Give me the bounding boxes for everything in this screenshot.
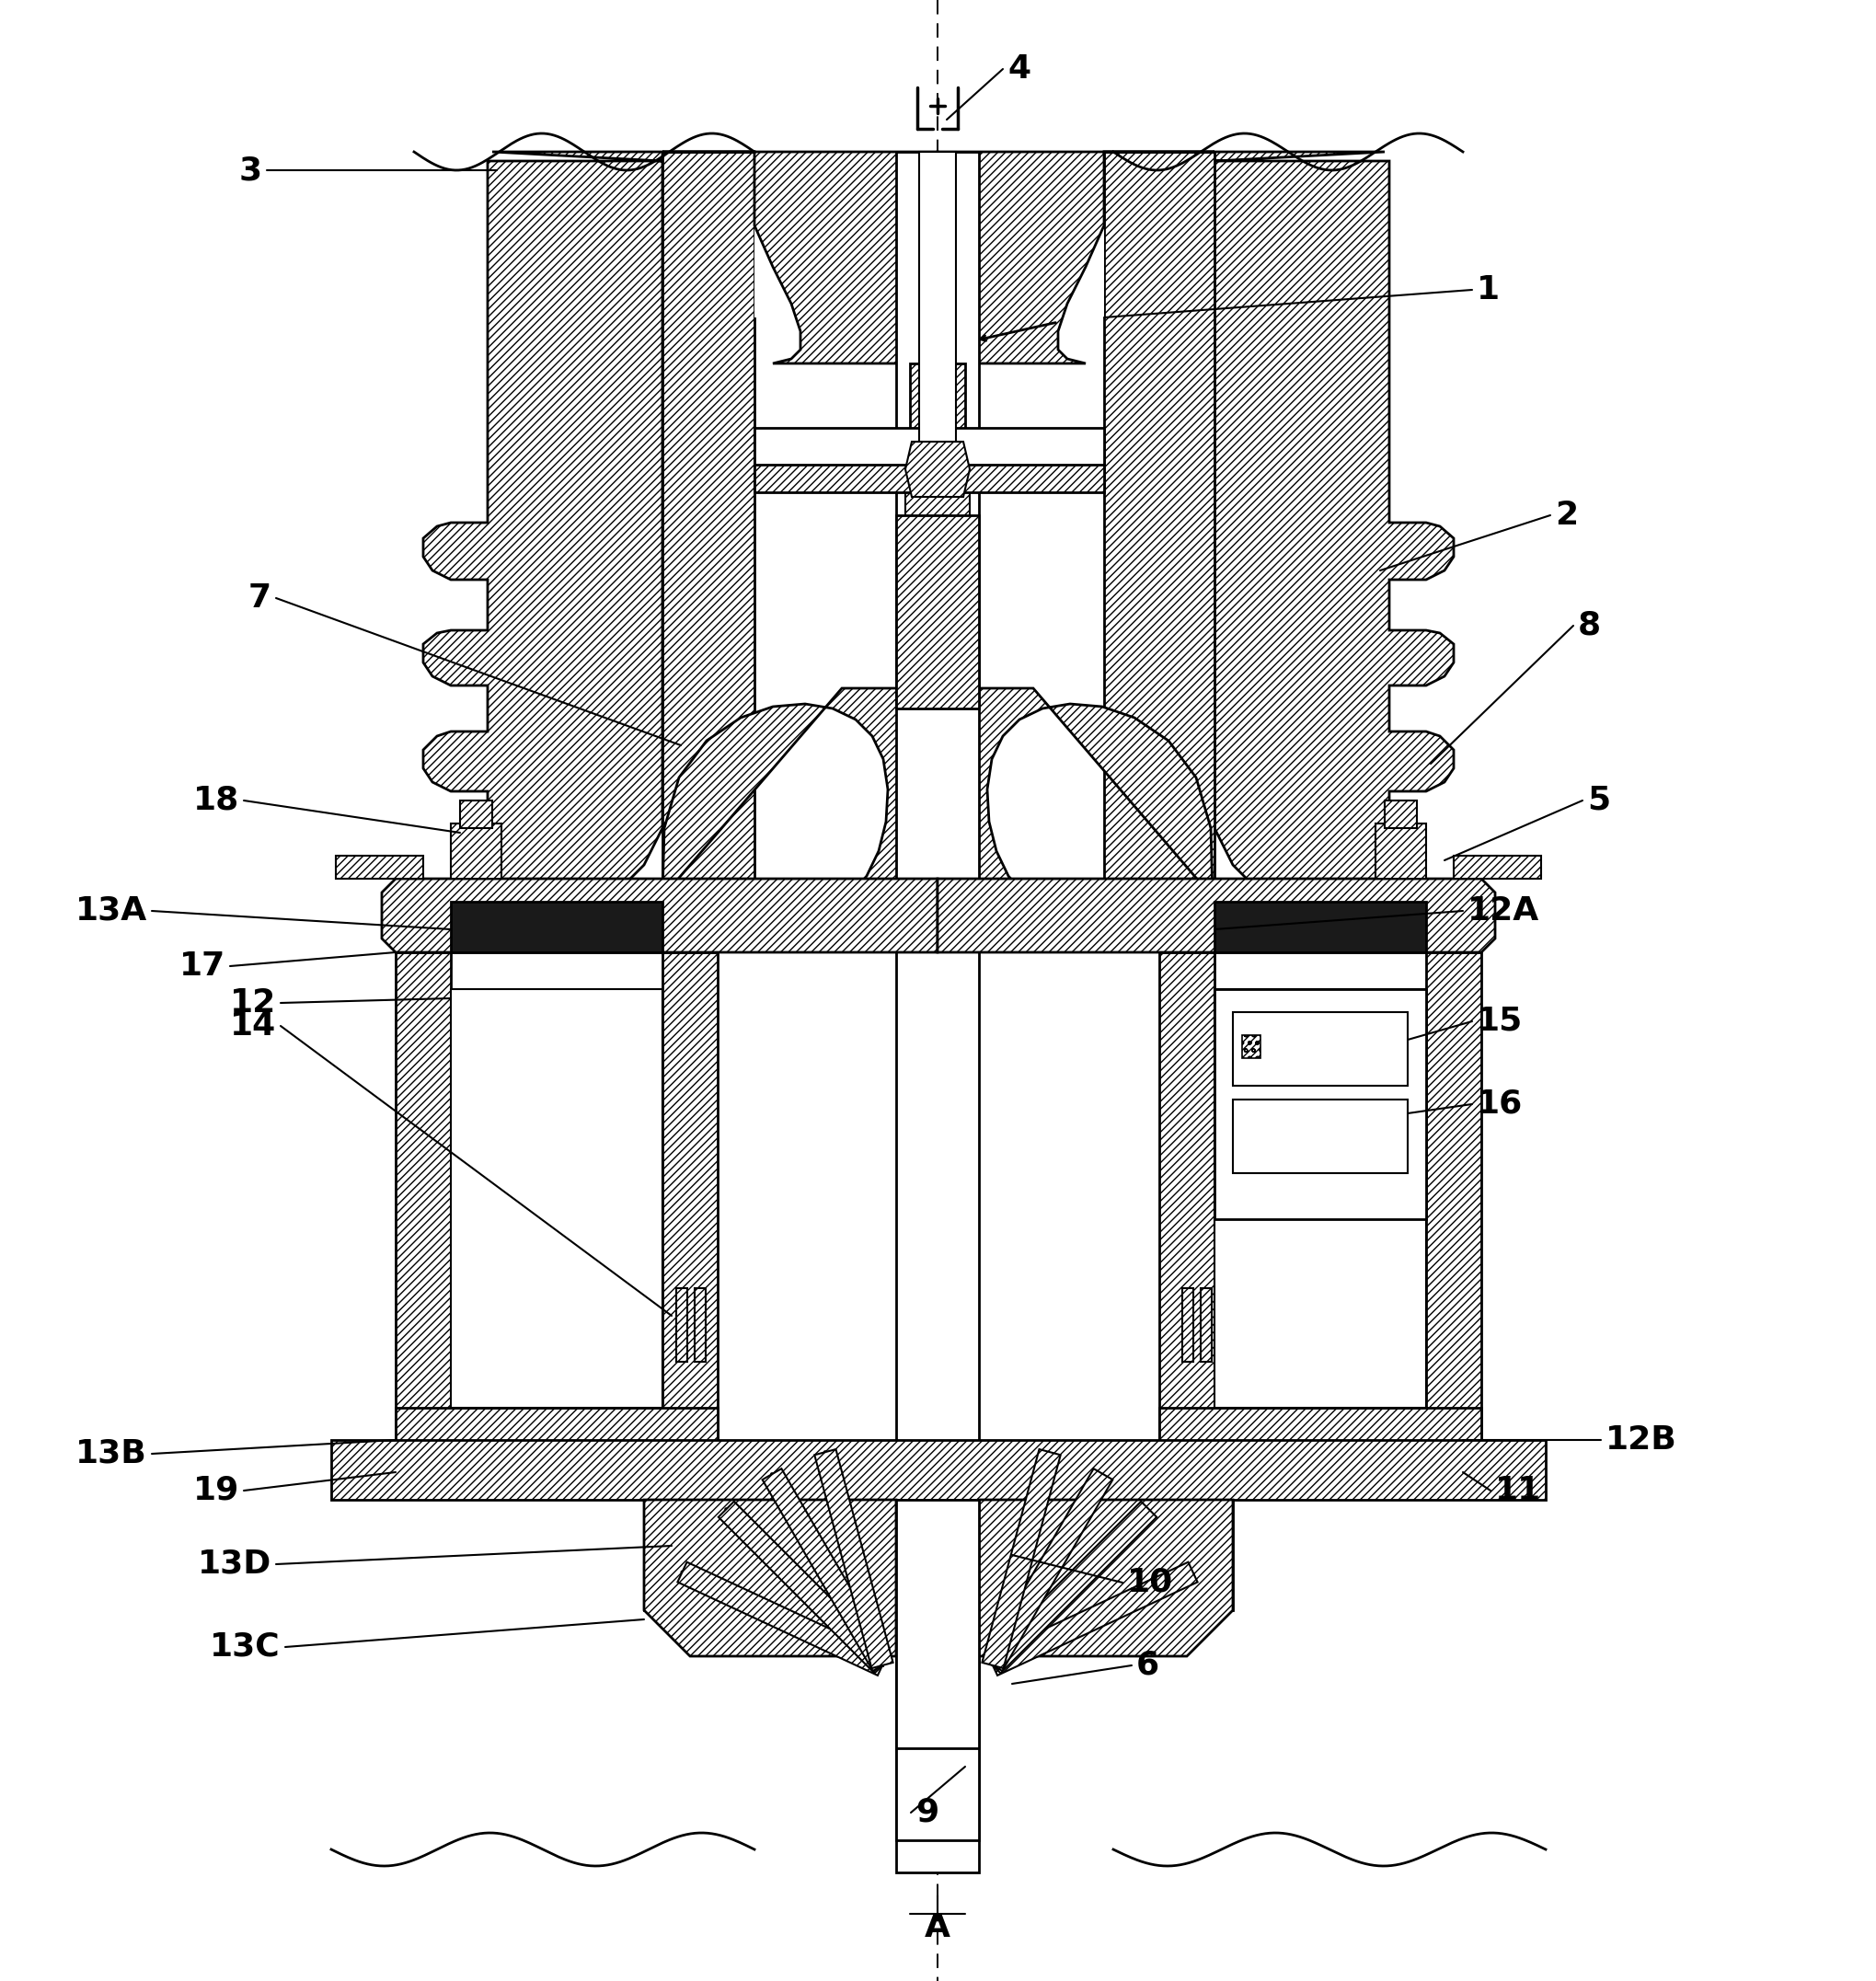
Polygon shape bbox=[919, 153, 957, 456]
Polygon shape bbox=[1182, 1288, 1193, 1361]
Polygon shape bbox=[662, 953, 719, 1440]
Polygon shape bbox=[938, 687, 1212, 897]
Text: 16: 16 bbox=[1476, 1088, 1523, 1119]
Polygon shape bbox=[336, 856, 424, 880]
Polygon shape bbox=[1159, 1408, 1482, 1464]
Text: 3: 3 bbox=[238, 155, 263, 186]
Polygon shape bbox=[1214, 153, 1454, 893]
Polygon shape bbox=[396, 953, 450, 1440]
Text: 13A: 13A bbox=[75, 895, 146, 927]
Polygon shape bbox=[1105, 153, 1214, 897]
Polygon shape bbox=[754, 153, 1105, 317]
Text: 4: 4 bbox=[1007, 53, 1030, 85]
Text: 11: 11 bbox=[1495, 1476, 1542, 1506]
Text: 5: 5 bbox=[1587, 784, 1610, 816]
Text: 10: 10 bbox=[1127, 1567, 1172, 1599]
Text: 9: 9 bbox=[915, 1797, 938, 1828]
Text: 6: 6 bbox=[1137, 1650, 1159, 1682]
Text: 13D: 13D bbox=[197, 1549, 272, 1579]
Text: 12A: 12A bbox=[1467, 895, 1540, 927]
Polygon shape bbox=[754, 460, 1105, 491]
Text: 14: 14 bbox=[229, 1010, 276, 1042]
Polygon shape bbox=[396, 1408, 719, 1464]
Text: 17: 17 bbox=[180, 951, 225, 983]
Polygon shape bbox=[1384, 800, 1416, 828]
Text: 12: 12 bbox=[229, 987, 276, 1018]
Polygon shape bbox=[460, 800, 492, 828]
Polygon shape bbox=[332, 1440, 1546, 1500]
Polygon shape bbox=[450, 901, 662, 953]
Polygon shape bbox=[643, 1500, 1233, 1611]
Polygon shape bbox=[906, 442, 970, 497]
Polygon shape bbox=[910, 363, 964, 473]
Polygon shape bbox=[450, 824, 501, 880]
Polygon shape bbox=[897, 153, 979, 1872]
Polygon shape bbox=[643, 1500, 897, 1656]
Polygon shape bbox=[662, 153, 754, 897]
Polygon shape bbox=[989, 1563, 1197, 1676]
Polygon shape bbox=[938, 153, 1214, 363]
Polygon shape bbox=[985, 1502, 1157, 1674]
Polygon shape bbox=[1233, 1012, 1407, 1086]
Polygon shape bbox=[1233, 1099, 1407, 1173]
Polygon shape bbox=[979, 1500, 1233, 1656]
Polygon shape bbox=[762, 1468, 891, 1670]
Polygon shape bbox=[1375, 824, 1426, 880]
Polygon shape bbox=[662, 153, 938, 363]
Text: 2: 2 bbox=[1555, 499, 1578, 531]
Polygon shape bbox=[983, 1468, 1112, 1670]
Polygon shape bbox=[1426, 953, 1482, 1440]
Polygon shape bbox=[1214, 901, 1426, 953]
Text: 1: 1 bbox=[1476, 273, 1499, 305]
Polygon shape bbox=[424, 153, 662, 893]
Text: A: A bbox=[925, 1912, 951, 1943]
Polygon shape bbox=[383, 880, 938, 953]
Text: 15: 15 bbox=[1476, 1006, 1523, 1036]
Polygon shape bbox=[754, 428, 1105, 466]
Text: 13B: 13B bbox=[75, 1438, 146, 1470]
Polygon shape bbox=[906, 469, 970, 519]
Polygon shape bbox=[981, 1450, 1060, 1668]
Polygon shape bbox=[1242, 1036, 1261, 1058]
Polygon shape bbox=[1201, 1288, 1212, 1361]
Polygon shape bbox=[694, 1288, 705, 1361]
Polygon shape bbox=[897, 1500, 979, 1747]
Text: 13C: 13C bbox=[210, 1632, 281, 1662]
Polygon shape bbox=[1454, 856, 1540, 880]
Polygon shape bbox=[675, 1288, 687, 1361]
Polygon shape bbox=[814, 1450, 893, 1668]
Polygon shape bbox=[1214, 989, 1426, 1408]
Polygon shape bbox=[662, 687, 938, 897]
Text: 18: 18 bbox=[193, 784, 240, 816]
Polygon shape bbox=[450, 989, 662, 1408]
Text: 8: 8 bbox=[1578, 610, 1600, 642]
Polygon shape bbox=[719, 1502, 889, 1674]
Polygon shape bbox=[897, 1656, 979, 1840]
Text: 7: 7 bbox=[248, 582, 272, 614]
Polygon shape bbox=[1159, 953, 1214, 1440]
Polygon shape bbox=[677, 1563, 887, 1676]
Text: 12B: 12B bbox=[1606, 1424, 1677, 1456]
Polygon shape bbox=[1214, 989, 1426, 1218]
Polygon shape bbox=[897, 515, 979, 709]
Polygon shape bbox=[938, 880, 1495, 953]
Text: 19: 19 bbox=[193, 1476, 240, 1506]
